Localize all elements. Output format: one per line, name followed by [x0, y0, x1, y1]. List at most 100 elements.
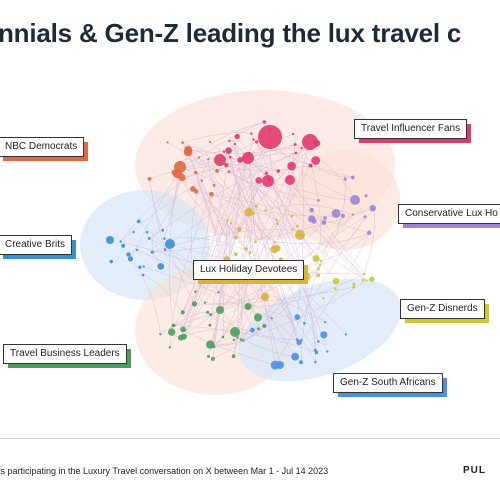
node [168, 346, 172, 349]
node [332, 277, 340, 285]
node [157, 263, 165, 270]
node [314, 350, 319, 355]
edge [143, 274, 183, 313]
node [234, 133, 240, 140]
node [138, 265, 142, 269]
edge [149, 238, 300, 343]
edge [301, 232, 370, 341]
edge [268, 161, 311, 181]
node [180, 310, 185, 315]
node [351, 175, 355, 180]
node [262, 120, 267, 124]
node [367, 230, 372, 235]
edge [223, 151, 298, 340]
edge [226, 164, 311, 171]
node [294, 314, 301, 320]
node [200, 179, 204, 182]
node [132, 230, 135, 234]
edge [149, 178, 166, 250]
edge [364, 208, 375, 274]
node [258, 125, 282, 149]
node [341, 213, 345, 218]
label-creative-brits: Creative Brits [0, 235, 77, 259]
node [364, 194, 368, 198]
node [295, 338, 299, 341]
node [174, 161, 186, 173]
node [203, 301, 207, 304]
node [180, 326, 187, 333]
node [161, 228, 165, 232]
label-gen-z-disnerds: Gen-Z Disnerds [400, 299, 489, 323]
edge [177, 173, 326, 323]
edge [245, 157, 255, 249]
node [351, 213, 355, 216]
edge [180, 121, 265, 163]
node [290, 214, 294, 218]
node [178, 173, 186, 182]
label-lux-holiday-devotees: Lux Holiday Devotees [193, 260, 309, 284]
node [209, 191, 214, 197]
node [319, 259, 323, 263]
node [147, 237, 151, 240]
node [292, 132, 295, 136]
edge [194, 150, 229, 304]
node [270, 245, 279, 254]
node [215, 169, 219, 173]
edge [151, 229, 163, 267]
edge [320, 232, 370, 262]
node [244, 303, 252, 310]
node [197, 156, 201, 159]
node [317, 340, 320, 343]
edge [205, 296, 266, 304]
node [150, 250, 154, 254]
node [239, 338, 243, 341]
node [236, 336, 239, 339]
node [226, 219, 229, 222]
node [242, 339, 245, 342]
node [127, 256, 134, 262]
node [142, 265, 145, 268]
edge [251, 133, 317, 353]
node [126, 252, 131, 257]
label-gen-z-south-africans: Gen-Z South Africans [333, 373, 447, 397]
node [262, 323, 267, 328]
node [291, 352, 299, 361]
edge [268, 178, 337, 282]
node [141, 273, 145, 277]
edge [301, 147, 353, 178]
node [206, 310, 210, 314]
node [352, 282, 356, 286]
node [261, 293, 269, 301]
node [191, 301, 198, 307]
node [106, 236, 114, 244]
node [145, 230, 149, 234]
node [237, 227, 242, 232]
halo-creative [80, 190, 210, 300]
node [234, 252, 238, 256]
node [270, 317, 273, 320]
edge [229, 140, 322, 262]
node [221, 335, 225, 339]
node [295, 230, 305, 240]
node [244, 247, 248, 251]
node [295, 224, 299, 228]
node [208, 323, 212, 327]
edge [168, 170, 180, 326]
node [276, 222, 279, 225]
node [300, 146, 303, 150]
node [207, 354, 210, 358]
node [121, 243, 126, 248]
edge [213, 280, 367, 348]
node [136, 219, 141, 224]
edge [228, 171, 367, 281]
node [177, 334, 184, 341]
node [324, 321, 327, 324]
edge [212, 265, 321, 360]
node [344, 333, 348, 336]
edge [182, 157, 249, 313]
edge [213, 157, 249, 347]
edge [319, 179, 346, 266]
brand-logo: PUL [463, 465, 486, 476]
node [273, 240, 276, 244]
node [209, 313, 213, 317]
